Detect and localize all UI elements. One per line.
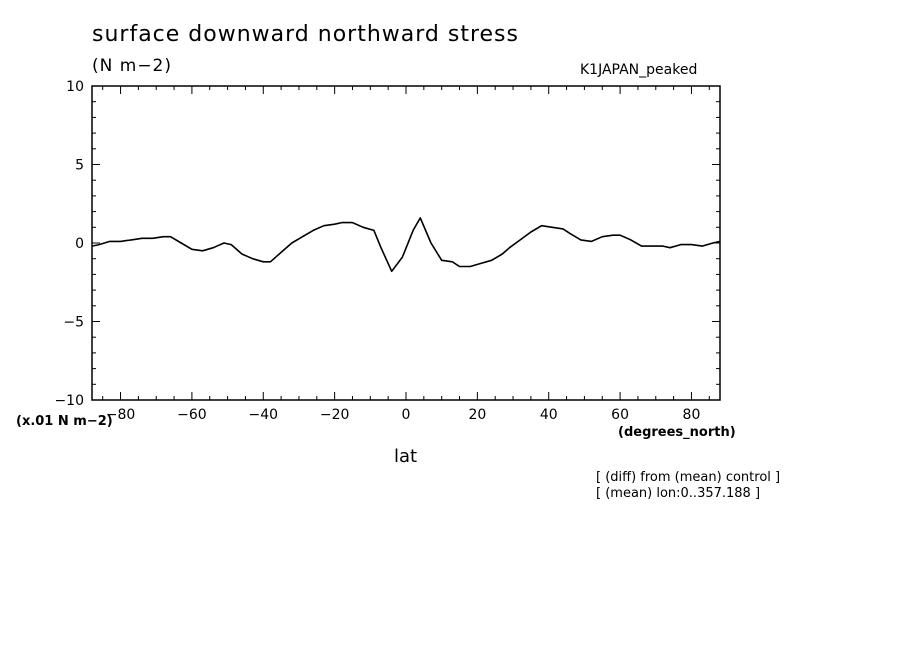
- note-diff: [ (diff) from (mean) control ]: [596, 470, 781, 485]
- y-tick-label: −10: [54, 393, 84, 409]
- units-label: (N m−2): [92, 56, 173, 76]
- chart-title: surface downward northward stress: [92, 22, 519, 47]
- plot-frame: [91, 85, 721, 401]
- x-tick-label: −40: [248, 407, 278, 423]
- note-mean: [ (mean) lon:0..357.188 ]: [596, 486, 761, 501]
- x-units-label: (degrees_north): [618, 425, 736, 440]
- x-tick-label: 80: [683, 407, 701, 423]
- experiment-label: K1JAPAN_peaked: [580, 62, 698, 78]
- scale-label: (x.01 N m−2): [16, 414, 113, 429]
- x-tick-label: −60: [177, 407, 207, 423]
- series-line: [91, 217, 721, 273]
- x-tick-label: 20: [468, 407, 486, 423]
- y-tick-label: 0: [75, 236, 84, 252]
- x-axis-label: lat: [394, 446, 418, 467]
- x-tick-label: 40: [540, 407, 558, 423]
- x-tick-label: 60: [611, 407, 629, 423]
- x-tick-label: 0: [402, 407, 411, 423]
- y-tick-label: 5: [75, 158, 84, 174]
- x-tick-label: −80: [106, 407, 136, 423]
- x-tick-label: −20: [320, 407, 350, 423]
- y-tick-label: −5: [63, 315, 84, 331]
- y-tick-label: 10: [66, 79, 84, 95]
